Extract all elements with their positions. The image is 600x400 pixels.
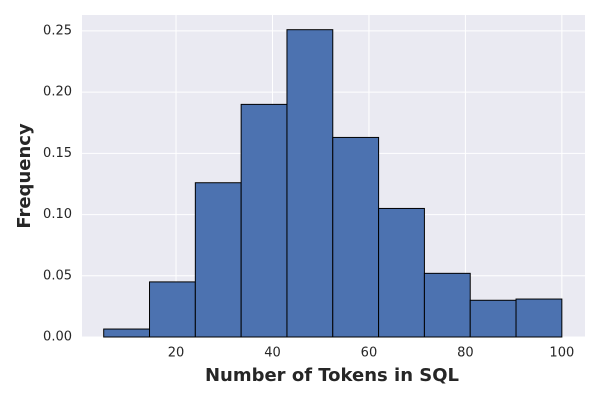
y-tick-label: 0.10 <box>43 207 72 222</box>
bar <box>515 298 563 338</box>
x-tick-label: 20 <box>168 346 185 361</box>
bar <box>240 103 288 338</box>
y-tick-label: 0.25 <box>43 23 72 38</box>
bar <box>286 29 334 338</box>
x-axis-title: Number of Tokens in SQL <box>205 365 459 386</box>
x-tick-label: 40 <box>264 346 281 361</box>
bar <box>149 281 196 338</box>
y-tick-label: 0.00 <box>43 330 72 345</box>
y-tick-label: 0.05 <box>43 268 72 283</box>
x-tick-label: 100 <box>549 346 574 361</box>
y-tick-label: 0.20 <box>43 85 72 100</box>
y-tick-label: 0.15 <box>43 146 72 161</box>
bar <box>378 207 425 338</box>
bar <box>423 272 471 338</box>
bar <box>194 182 242 338</box>
bar <box>469 299 517 338</box>
y-axis-title: Frequency <box>14 123 35 229</box>
bar <box>103 328 151 338</box>
x-tick-label: 80 <box>457 346 474 361</box>
x-tick-label: 60 <box>361 346 378 361</box>
bar <box>332 136 380 338</box>
